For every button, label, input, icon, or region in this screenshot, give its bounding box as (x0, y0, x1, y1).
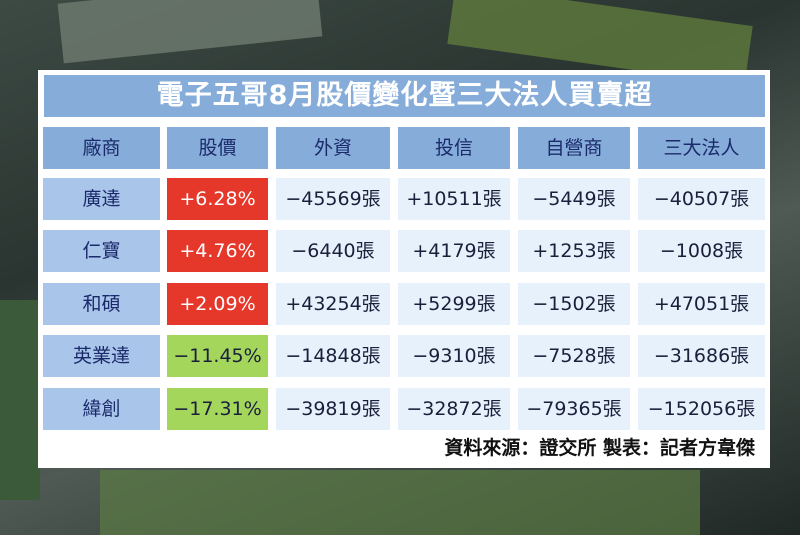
header-cell: 投信 (398, 127, 510, 169)
header-cell: 廠商 (43, 127, 160, 169)
data-cell: −31686張 (638, 335, 765, 377)
source-note: 資料來源：證交所 製表：記者方韋傑 (444, 437, 755, 459)
data-cell: +10511張 (398, 178, 510, 220)
company-cell: 英業達 (43, 335, 160, 377)
data-cell: −32872張 (398, 388, 510, 430)
price-cell: −11.45% (167, 335, 268, 377)
price-cell: +4.76% (167, 230, 268, 272)
data-cell: −39819張 (276, 388, 390, 430)
data-cell: −9310張 (398, 335, 510, 377)
company-cell: 仁寶 (43, 230, 160, 272)
data-cell: −1502張 (518, 283, 630, 325)
company-cell: 緯創 (43, 388, 160, 430)
header-cell: 股價 (167, 127, 268, 169)
data-cell: +5299張 (398, 283, 510, 325)
data-cell: −45569張 (276, 178, 390, 220)
data-cell: −40507張 (638, 178, 765, 220)
data-cell: −79365張 (518, 388, 630, 430)
data-cell: −5449張 (518, 178, 630, 220)
data-cell: +4179張 (398, 230, 510, 272)
data-cell: +47051張 (638, 283, 765, 325)
price-cell: +6.28% (167, 178, 268, 220)
background-board (0, 300, 40, 500)
company-cell: 和碩 (43, 283, 160, 325)
company-cell: 廣達 (43, 178, 160, 220)
data-cell: −6440張 (276, 230, 390, 272)
price-cell: +2.09% (167, 283, 268, 325)
header-cell: 自營商 (518, 127, 630, 169)
data-cell: −14848張 (276, 335, 390, 377)
background-chip (57, 0, 323, 64)
price-cell: −17.31% (167, 388, 268, 430)
data-cell: +1253張 (518, 230, 630, 272)
header-cell: 外資 (276, 127, 390, 169)
background-board (100, 470, 700, 535)
data-cell: +43254張 (276, 283, 390, 325)
data-cell: −7528張 (518, 335, 630, 377)
header-cell: 三大法人 (638, 127, 765, 169)
data-cell: −152056張 (638, 388, 765, 430)
data-cell: −1008張 (638, 230, 765, 272)
table-title: 電子五哥8月股價變化暨三大法人買賣超 (44, 75, 765, 117)
